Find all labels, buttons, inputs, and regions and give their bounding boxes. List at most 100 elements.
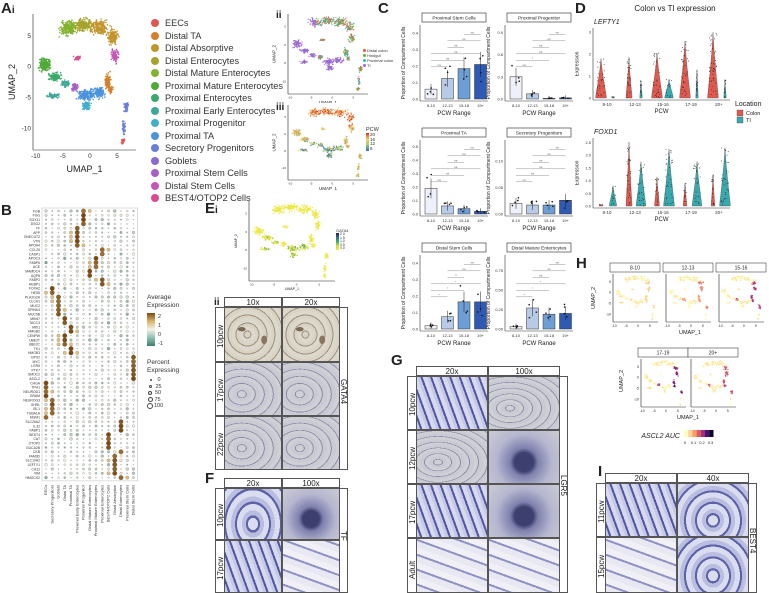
expression-dot <box>132 227 135 229</box>
umap-cell-point <box>291 132 293 134</box>
expression-dot <box>99 251 105 257</box>
umap-cell-point <box>321 55 323 57</box>
umap-cell-point <box>47 69 49 71</box>
expression-dot <box>107 382 110 384</box>
expression-dot <box>44 347 48 351</box>
expression-dot <box>114 395 116 397</box>
expression-dot <box>132 266 135 268</box>
expression-dot <box>81 217 86 222</box>
umap-cell-point <box>113 59 115 61</box>
expression-dot <box>50 429 54 432</box>
umap-cell-point <box>110 44 112 46</box>
legend-item-proximal-progenitor: Proximal Progenitor <box>151 117 283 130</box>
umap-cell-point <box>357 168 359 170</box>
umap-cell-point <box>47 65 50 68</box>
umap-cell-point <box>358 153 360 155</box>
expression-dot <box>64 266 66 268</box>
expression-dot <box>56 298 61 304</box>
umap-cell-point <box>96 31 99 33</box>
gene-label: TACC3 <box>29 321 40 325</box>
expression-dot <box>125 256 129 260</box>
umap-cell-point <box>124 126 126 129</box>
umap-cell-point <box>71 23 74 26</box>
umap-cell-point <box>339 23 341 25</box>
umap-cell-point <box>93 27 95 29</box>
umap-cell-point <box>122 122 124 124</box>
umap-cell-point <box>338 110 340 112</box>
umap-cell-point <box>349 26 351 29</box>
umap-cell-point <box>318 109 320 112</box>
expression-dot <box>82 252 85 256</box>
umap-cell-point <box>339 110 341 112</box>
expression-dot <box>88 222 92 226</box>
expression-dot <box>51 244 54 247</box>
umap-cell-point <box>328 155 330 157</box>
umap-cell-point <box>345 20 347 22</box>
expression-dot <box>57 269 60 273</box>
umap-cell-point <box>114 52 116 55</box>
expression-dot <box>120 257 122 260</box>
expression-dot <box>125 295 129 299</box>
expression-dot <box>132 235 135 239</box>
umap-cell-point <box>328 112 330 114</box>
umap-cell-point <box>330 69 332 71</box>
expression-dot <box>132 244 135 247</box>
expression-dot <box>125 213 129 217</box>
location-legend: Distal colon Hindgut Proximal colon TI <box>363 48 393 68</box>
umap-cell-point <box>98 97 101 99</box>
expression-dot <box>63 424 67 428</box>
umap-cell-point <box>340 113 343 115</box>
umap-cell-point <box>301 137 303 139</box>
expression-dot <box>131 372 136 377</box>
umap-cell-point <box>100 31 102 34</box>
umap-cell-point <box>330 112 332 115</box>
expression-dot <box>63 274 66 277</box>
umap-cell-point <box>52 95 54 97</box>
umap-cell-point <box>73 83 75 86</box>
legend-dot-icon <box>151 44 159 53</box>
gene-label: GRAM <box>30 394 40 398</box>
expression-dot <box>88 411 91 415</box>
umap-cell-point <box>333 146 335 148</box>
umap-cell-point <box>46 94 48 97</box>
umap-cell-point <box>125 102 127 105</box>
umap-cell-point <box>86 96 89 99</box>
umap-cell-point <box>350 27 352 29</box>
umap-cell-point <box>48 68 51 70</box>
umap-cell-point <box>77 97 80 100</box>
expression-dot <box>107 295 110 299</box>
umap-cell-point <box>350 125 352 127</box>
umap-cell-point <box>88 20 91 23</box>
umap-cell-point <box>295 41 297 43</box>
location-legend-item: Hindgut <box>363 53 393 58</box>
umap-cell-point <box>76 56 79 59</box>
expression-dot <box>101 339 103 341</box>
x-axis-label: UMAP_1 <box>319 186 338 190</box>
umap-cell-point <box>75 24 77 27</box>
expression-dot <box>82 248 85 252</box>
umap-cell-point <box>317 58 320 60</box>
expression-dot <box>82 433 85 436</box>
umap-cell-point <box>66 35 69 38</box>
umap-cell-point <box>327 111 329 113</box>
umap-cell-point <box>352 25 355 27</box>
y-tick-label: 5 <box>284 115 286 119</box>
expression-dot <box>113 274 116 277</box>
expression-dot <box>95 244 97 247</box>
umap-cell-point <box>320 39 322 41</box>
umap-cell-point <box>340 59 342 61</box>
umap-cell-point <box>307 21 309 24</box>
gene-label: TF <box>36 227 40 231</box>
x-tick-label: -5 <box>310 96 313 100</box>
umap-cell-point <box>357 173 359 175</box>
expression-dot <box>50 274 54 277</box>
umap-cell-point <box>312 22 314 25</box>
expression-dot <box>94 231 98 234</box>
umap-cell-point <box>353 29 355 31</box>
expression-dot <box>69 234 73 239</box>
y-tick-label: 5 <box>27 33 31 40</box>
expression-dot <box>57 243 60 247</box>
umap-cell-point <box>350 25 352 27</box>
umap-cell-point <box>335 19 338 21</box>
gene-label: OTOP2 <box>29 442 41 446</box>
